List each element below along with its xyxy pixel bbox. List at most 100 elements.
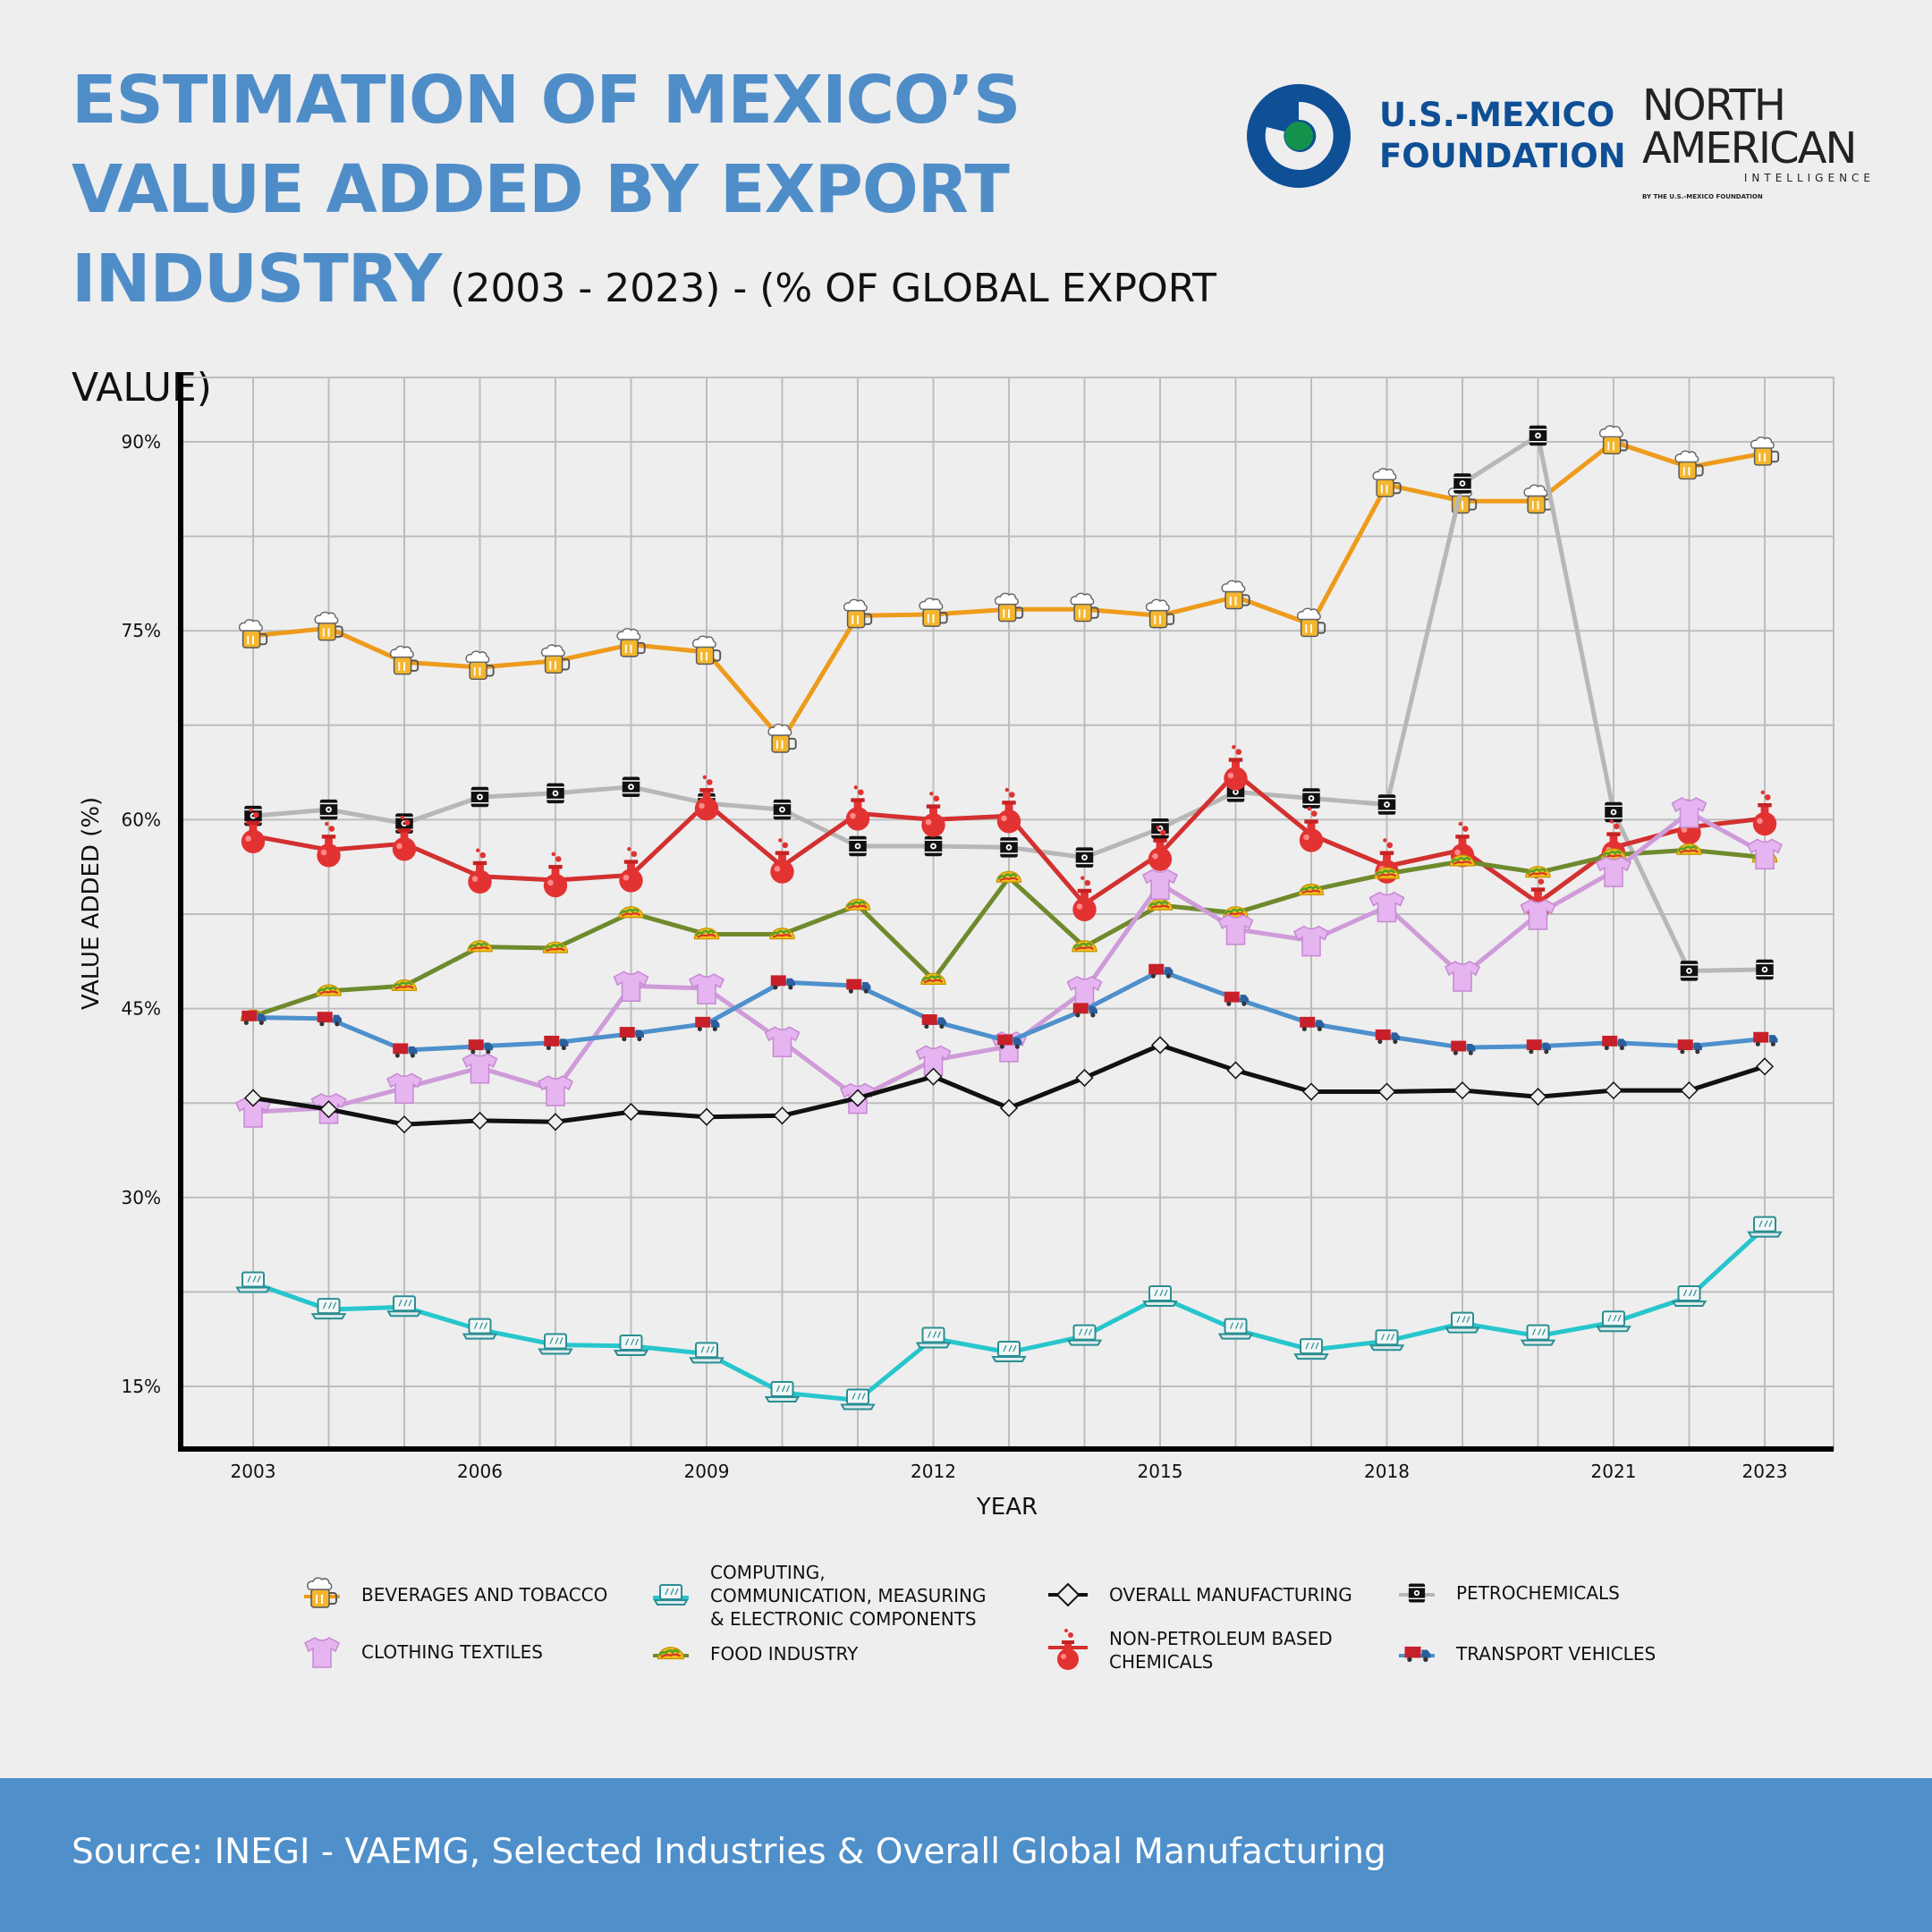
usmf-name-line-1: U.S.-MEXICO — [1379, 96, 1615, 134]
point-beverages-2022 — [1674, 450, 1704, 480]
point-beverages-2013 — [994, 592, 1024, 623]
legend-label-chemicals-1: NON-PETROLEUM BASED — [1109, 1628, 1333, 1649]
source-footer: Source: INEGI - VAEMG, Selected Industri… — [0, 1778, 1932, 1932]
point-food-2011 — [844, 898, 871, 911]
x-tick-label: 2018 — [1364, 1461, 1410, 1482]
y-axis-title: VALUE ADDED (%) — [78, 797, 105, 1010]
point-petro-2013 — [999, 836, 1019, 859]
point-food-2012 — [919, 972, 947, 986]
point-clothing-2021 — [1596, 856, 1631, 887]
point-clothing-2019 — [1445, 961, 1480, 992]
point-computing-2016 — [1218, 1318, 1253, 1340]
point-computing-2012 — [916, 1326, 951, 1349]
point-food-2020 — [1524, 865, 1552, 878]
point-food-2017 — [1298, 883, 1325, 896]
x-tick-label: 2006 — [457, 1461, 503, 1482]
series-chemicals — [241, 745, 1777, 922]
point-clothing-2006 — [462, 1053, 498, 1084]
point-food-2022 — [1675, 843, 1703, 856]
point-petro-2020 — [1529, 424, 1547, 446]
title-line-1: ESTIMATION OF MEXICO’S — [72, 62, 1021, 139]
legend-label-petro: PETROCHEMICALS — [1456, 1582, 1620, 1604]
diamond-icon — [1048, 1583, 1088, 1606]
legend-label-clothing: CLOTHING TEXTILES — [361, 1641, 543, 1663]
point-overall-2017 — [1302, 1082, 1320, 1101]
point-clothing-2005 — [386, 1072, 422, 1105]
legend-label-computing-3: & ELECTRONIC COMPONENTS — [710, 1608, 977, 1630]
legend-label-computing-1: COMPUTING, — [710, 1562, 826, 1583]
point-petro-2004 — [319, 799, 338, 821]
legend-item-overall: OVERALL MANUFACTURING — [1048, 1577, 1352, 1613]
beer-icon — [304, 1577, 340, 1608]
legend-label-food: FOOD INDUSTRY — [710, 1643, 859, 1665]
x-tick-label: 2012 — [911, 1461, 956, 1482]
point-petro-2023 — [1755, 958, 1775, 980]
point-beverages-2005 — [389, 645, 419, 675]
point-food-2006 — [466, 939, 494, 953]
point-beverages-2008 — [616, 627, 646, 657]
series-food — [240, 843, 1778, 1022]
point-petro-2022 — [1680, 960, 1699, 982]
legend-item-clothing: CLOTHING TEXTILES — [304, 1634, 543, 1670]
x-tick-label: 2021 — [1591, 1461, 1637, 1482]
point-food-2008 — [617, 905, 645, 919]
point-overall-2019 — [1453, 1081, 1471, 1099]
legend-label-overall: OVERALL MANUFACTURING — [1109, 1584, 1352, 1606]
point-computing-2023 — [1748, 1216, 1782, 1238]
point-computing-2018 — [1369, 1329, 1404, 1352]
series-clothing — [235, 797, 1783, 1128]
y-tick-label: 90% — [122, 431, 161, 453]
point-petro-2008 — [622, 775, 640, 798]
legend-label-computing-2: COMMUNICATION, MEASURING — [710, 1585, 987, 1606]
chart-title: ESTIMATION OF MEXICO’S VALUE ADDED BY EX… — [72, 55, 1270, 433]
point-overall-2014 — [1075, 1069, 1094, 1087]
point-petro-2010 — [773, 799, 792, 821]
point-overall-2008 — [622, 1103, 640, 1121]
legend-item-computing: COMPUTING, COMMUNICATION, MEASURING & EL… — [653, 1561, 987, 1631]
chart-axes: 15% 30% 45% 60% 75% 90% 2003 2006 2009 2012 2015 20… — [78, 374, 1834, 1521]
point-computing-2009 — [690, 1342, 724, 1364]
chart-grid — [180, 377, 1835, 1450]
point-computing-2003 — [236, 1271, 270, 1293]
x-axis-title: YEAR — [976, 1494, 1038, 1521]
usmf-emblem-icon — [1247, 84, 1351, 188]
legend-item-beverages: BEVERAGES AND TOBACCO — [304, 1577, 607, 1613]
point-computing-2022 — [1672, 1285, 1707, 1308]
nai-logo: NORTH AMERICAN INTELLIGENCE BY THE U.S.-… — [1642, 84, 1875, 200]
chart-legend: BEVERAGES AND TOBACCO COMPUTING, COMMUNI… — [295, 1561, 1690, 1695]
point-computing-2004 — [311, 1298, 346, 1320]
x-tick-label: 2009 — [684, 1461, 730, 1482]
point-beverages-2004 — [314, 611, 343, 641]
point-overall-2010 — [773, 1106, 792, 1125]
point-overall-2022 — [1680, 1081, 1699, 1099]
point-petro-2007 — [546, 782, 565, 804]
series-computing — [236, 1216, 1782, 1411]
point-computing-2017 — [1294, 1338, 1328, 1360]
point-computing-2014 — [1067, 1324, 1102, 1346]
point-computing-2008 — [614, 1334, 648, 1356]
series-transport — [242, 963, 1778, 1058]
legend-item-petro: PETROCHEMICALS — [1399, 1575, 1620, 1611]
barrel-icon — [1399, 1582, 1435, 1604]
title-line-3: INDUSTRY — [72, 241, 442, 318]
point-beverages-2017 — [1296, 607, 1326, 638]
point-computing-2013 — [992, 1340, 1026, 1362]
point-computing-2010 — [765, 1381, 800, 1403]
point-computing-2021 — [1597, 1310, 1631, 1333]
legend-item-transport: TRANSPORT VEHICLES — [1399, 1636, 1656, 1672]
x-tick-label: 2023 — [1742, 1461, 1788, 1482]
point-computing-2011 — [841, 1388, 875, 1411]
title-line-2: VALUE ADDED BY EXPORT — [72, 151, 1010, 228]
legend-label-transport: TRANSPORT VEHICLES — [1456, 1643, 1657, 1665]
point-beverages-2015 — [1145, 598, 1175, 629]
point-beverages-2006 — [465, 650, 495, 681]
point-food-2013 — [996, 870, 1022, 884]
point-beverages-2021 — [1598, 425, 1629, 455]
line-chart: 15% 30% 45% 60% 75% 90% 2003 2006 2009 2012 2015 20… — [78, 374, 1835, 1521]
legend-label-chemicals-2: CHEMICALS — [1109, 1651, 1214, 1673]
point-overall-2009 — [698, 1107, 716, 1126]
point-beverages-2007 — [540, 644, 571, 674]
laptop-icon — [653, 1584, 689, 1606]
usmf-logo: U.S.-MEXICO FOUNDATION — [1245, 82, 1626, 190]
truck-icon — [1399, 1646, 1435, 1662]
